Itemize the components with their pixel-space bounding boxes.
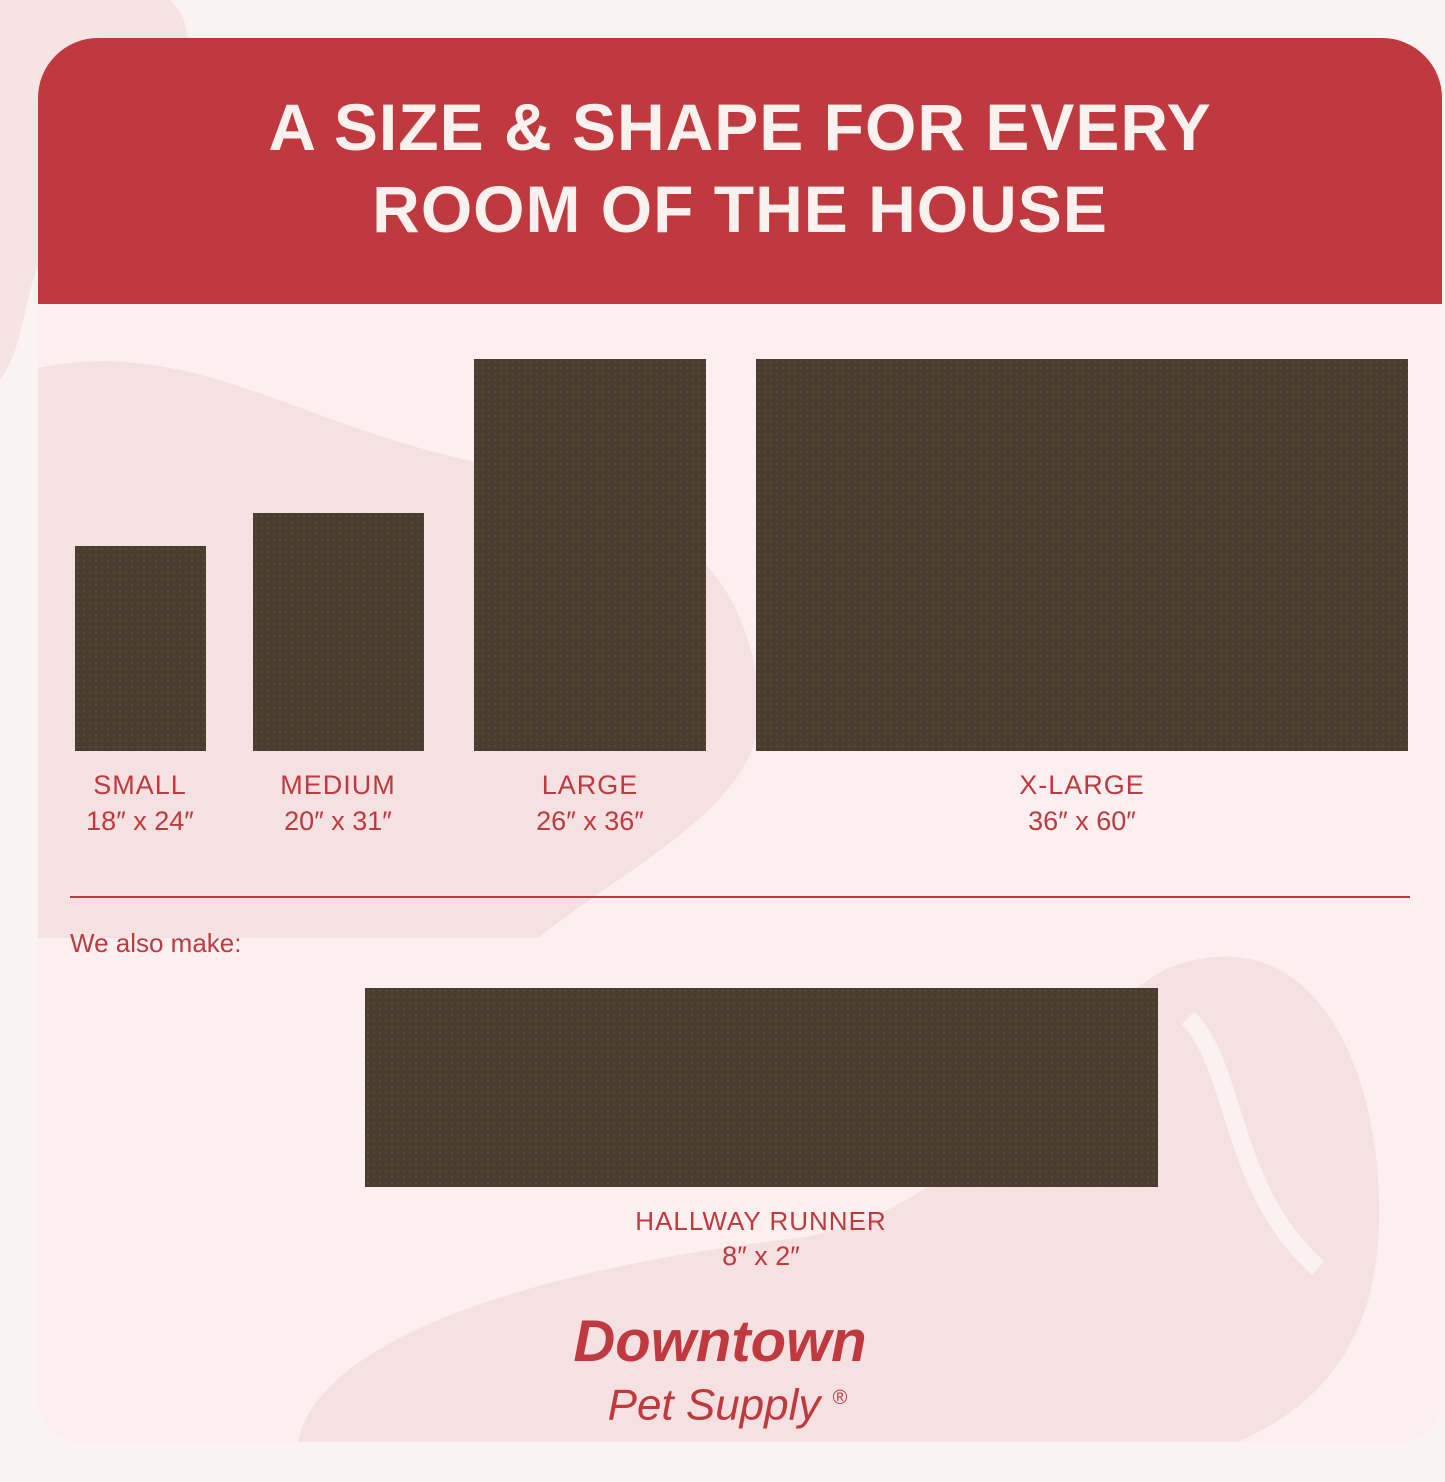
page-title-line1: A SIZE & SHAPE FOR EVERY [268,90,1212,164]
runner-dimensions: 8″ x 2″ [722,1241,800,1271]
size-dimensions-x-large: 36″ x 60″ [1028,806,1136,836]
size-name-small: SMALL [93,770,187,800]
registered-mark: ® [832,1387,848,1409]
brand-line2-wrap: Pet Supply ® [10,1374,1445,1430]
runner-name: HALLWAY RUNNER [635,1206,887,1236]
divider [70,896,1410,898]
size-dimensions-small: 18″ x 24″ [86,806,194,836]
mat-small [75,546,206,751]
brand-logo: Downtown Pet Supply ® [0,1310,1445,1430]
header-banner: A SIZE & SHAPE FOR EVERY ROOM OF THE HOU… [38,38,1442,304]
mat-medium [253,513,424,751]
mat-hallway-runner [365,988,1158,1187]
brand-line2: Pet Supply [607,1380,821,1430]
page-title-line2: ROOM OF THE HOUSE [372,172,1108,246]
also-make-label: We also make: [70,928,242,958]
size-name-x-large: X-LARGE [1019,770,1145,800]
size-dimensions-large: 26″ x 36″ [536,806,644,836]
size-name-large: LARGE [541,770,639,800]
mat-x-large [756,359,1408,751]
mat-large [474,359,706,751]
brand-line1: Downtown [573,1309,867,1374]
size-dimensions-medium: 20″ x 31″ [284,806,392,836]
size-name-medium: MEDIUM [280,770,396,800]
